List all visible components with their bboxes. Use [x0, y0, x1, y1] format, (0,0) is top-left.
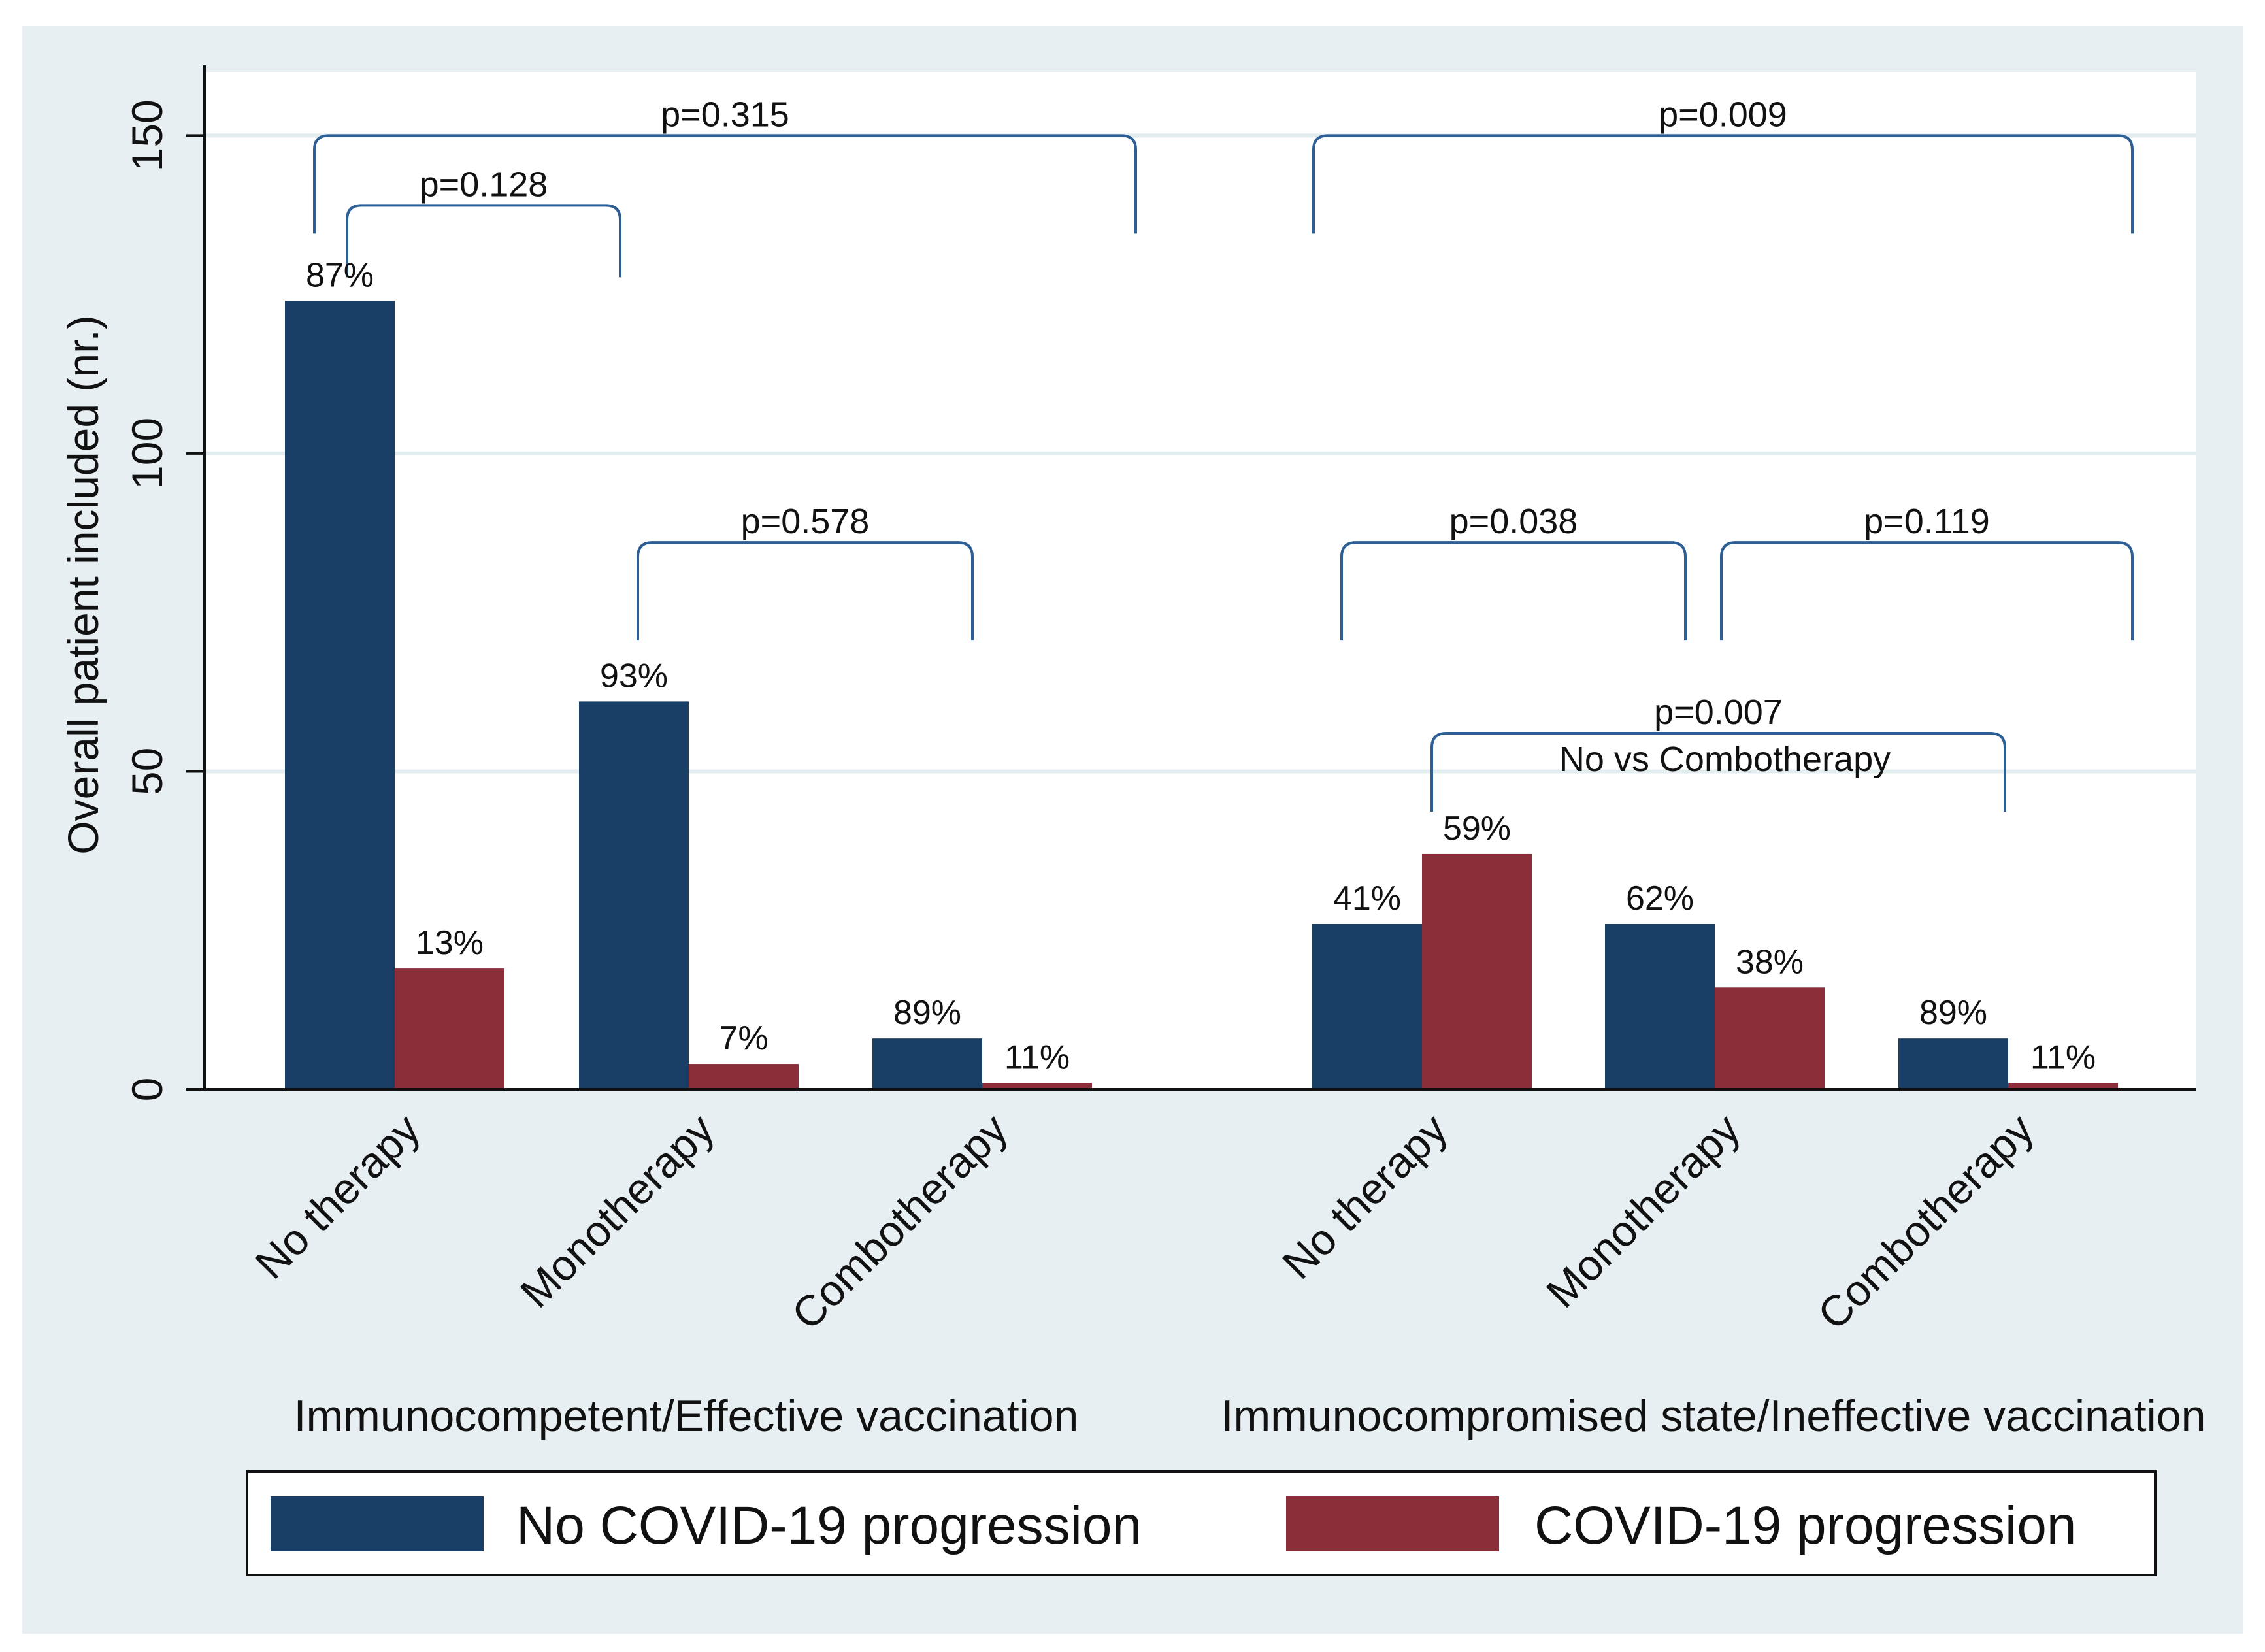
bar-data-label: 87% — [306, 256, 374, 294]
bar — [1898, 1038, 2008, 1089]
axes — [186, 65, 2196, 1091]
group-label: Immunocompetent/Effective vaccination — [294, 1391, 1079, 1441]
bar — [1605, 923, 1715, 1089]
bar-data-label: 62% — [1626, 880, 1694, 917]
p-value-label: p=0.128 — [420, 165, 548, 204]
bar — [1312, 923, 1422, 1089]
legend: No COVID-19 progression COVID-19 progress… — [246, 1470, 2157, 1576]
bar-data-label: 59% — [1443, 810, 1511, 848]
plot-area — [205, 72, 2196, 1089]
comparison-bracket — [637, 541, 974, 641]
bar-data-label: 41% — [1333, 880, 1401, 917]
legend-box — [246, 1470, 2157, 1576]
comparison-brackets — [313, 134, 2134, 812]
bar — [579, 701, 689, 1089]
comparison-bracket — [1340, 541, 1687, 641]
y-tick-label: 150 — [123, 99, 171, 171]
p-value-label: p=0.009 — [1659, 95, 1787, 134]
y-tick-label: 50 — [123, 748, 171, 795]
y-axis-title: Overall patient included (nr.) — [59, 315, 107, 854]
bar-data-label: 11% — [1004, 1038, 1070, 1076]
bar-data-label: 13% — [416, 924, 484, 962]
bar-data-label: 89% — [1919, 994, 1987, 1032]
legend-label: COVID-19 progression — [1534, 1496, 2076, 1555]
comparison-bracket — [1312, 134, 2134, 234]
legend-label: No COVID-19 progression — [516, 1496, 1142, 1555]
bar — [872, 1038, 982, 1089]
comparison-bracket — [313, 134, 1137, 234]
bar-data-label: 7% — [719, 1019, 768, 1057]
group-label: Immunocompromised state/Ineffective vacc… — [1221, 1391, 2206, 1441]
comparison-bracket — [346, 204, 621, 278]
bar-data-label: 89% — [893, 994, 961, 1032]
y-tick-label: 100 — [123, 418, 171, 489]
bars — [285, 301, 2118, 1090]
p-value-label: p=0.315 — [661, 95, 789, 134]
comparison-bracket — [1430, 732, 2006, 812]
bar — [1715, 987, 1825, 1089]
p-value-label: p=0.578 — [741, 502, 870, 541]
p-value-label: p=0.119 — [1864, 502, 1990, 541]
y-tick-label: 0 — [123, 1078, 171, 1102]
bar-data-label: 38% — [1736, 943, 1804, 981]
p-value-label: p=0.038 — [1449, 502, 1578, 541]
bar-data-label: 93% — [600, 657, 668, 695]
bar-data-label: 11% — [2030, 1038, 2096, 1076]
bar — [285, 301, 395, 1090]
legend-swatch — [271, 1496, 484, 1551]
bar — [689, 1064, 799, 1089]
bar — [395, 968, 504, 1089]
bar — [2008, 1083, 2118, 1089]
comparison-bracket — [1720, 541, 2134, 641]
p-value-label: p=0.007 — [1654, 693, 1783, 732]
bar — [982, 1083, 1092, 1089]
bar — [1422, 853, 1532, 1089]
legend-swatch — [1286, 1496, 1499, 1551]
comparison-subtitle: No vs Combotherapy — [1559, 740, 1891, 779]
